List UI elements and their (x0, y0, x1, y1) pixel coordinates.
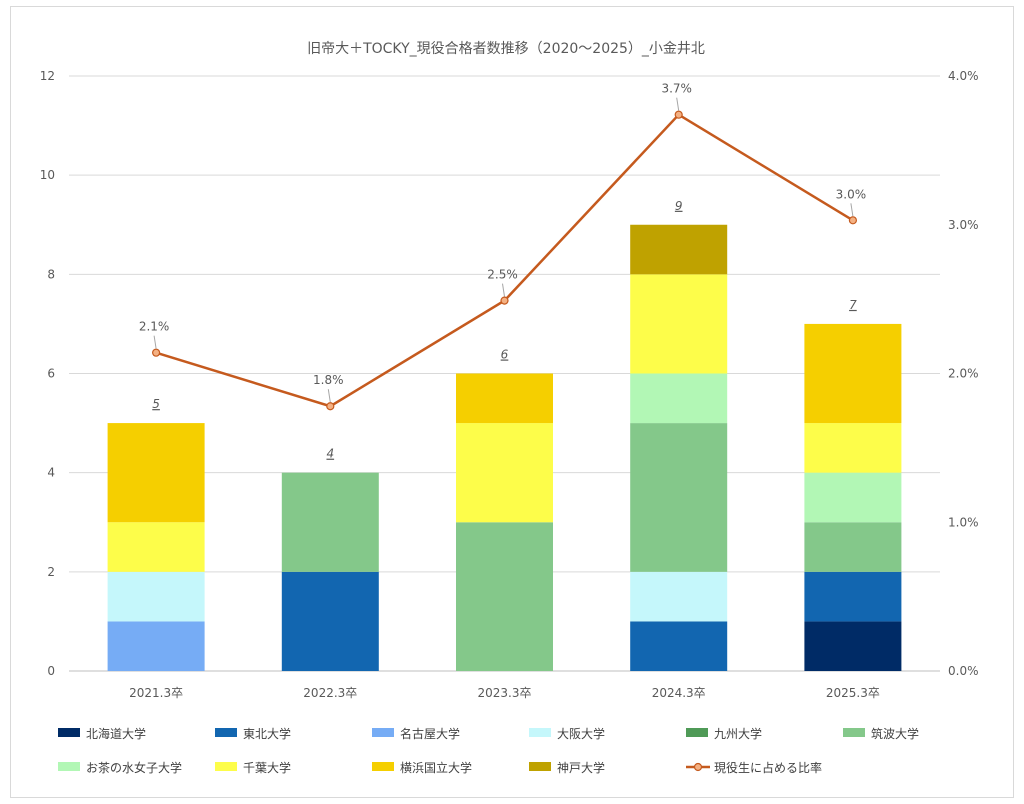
legend-swatch (529, 728, 551, 737)
bar-segment (804, 472, 902, 523)
data-labels: 5 4 6 9 7 2.1% 1.8% 2.5% 3.7% 3.0% (139, 82, 866, 461)
y-tick-label: 4 (47, 466, 55, 480)
bar-total-label: 9 (675, 199, 683, 213)
y2-tick-label: 4.0% (948, 69, 979, 83)
legend-label: 名古屋大学 (400, 726, 460, 741)
y-tick-label: 2 (47, 565, 55, 579)
bar-segment (456, 373, 553, 424)
legend-swatch (58, 728, 80, 737)
legend-label: 筑波大学 (871, 726, 919, 741)
ratio-point (848, 216, 858, 225)
x-tick-label: 2024.3卒 (652, 686, 706, 700)
y-tick-label: 6 (47, 367, 55, 381)
bar-segment (630, 373, 728, 424)
legend-label: 東北大学 (243, 726, 291, 741)
legend-label: お茶の水女子大学 (86, 760, 182, 775)
leader-line (676, 97, 680, 111)
bar-segment (107, 571, 205, 622)
x-tick-label: 2025.3卒 (826, 686, 880, 700)
bar-segment (107, 423, 205, 523)
ratio-label: 3.7% (661, 82, 692, 96)
ratio-label: 3.0% (836, 187, 867, 201)
ratio-line-path (155, 113, 854, 408)
bar-total-label: 7 (849, 298, 857, 312)
leader-line (502, 283, 505, 297)
legend-swatch (529, 762, 551, 771)
bar-segment (804, 571, 902, 622)
chart-frame: 旧帝大＋TOCKY_現役合格者数推移（2020～2025）_小金井北 0 2 4 6 8… (10, 6, 1014, 798)
legend-swatch (372, 762, 394, 771)
y2-tick-label: 3.0% (948, 218, 979, 232)
bar-segment (107, 621, 205, 671)
bars (107, 224, 902, 671)
axes: 0 2 4 6 8 10 12 0.0% 1.0% 2.0% 3.0% 4.0% 2021.3卒 2022… (40, 69, 979, 700)
bar-segment (107, 522, 205, 572)
bar-segment (804, 621, 902, 671)
x-tick-label: 2022.3卒 (303, 686, 357, 700)
legend-label: 九州大学 (714, 726, 762, 741)
bar-segment (281, 571, 379, 671)
leader-line (850, 203, 854, 217)
legend-swatch (686, 728, 708, 737)
legend-line-marker (693, 762, 703, 772)
bar-segment (630, 274, 728, 374)
y-tick-label: 10 (40, 168, 55, 182)
legend-label: 現役生に占める比率 (714, 760, 822, 775)
leader-line (153, 335, 157, 349)
bar-segment (630, 621, 728, 671)
legend-label: 神戸大学 (557, 760, 605, 775)
bar-total-label: 4 (326, 447, 334, 461)
bar-segment (456, 423, 553, 523)
bar-segment (456, 522, 553, 671)
ratio-point (674, 110, 683, 119)
ratio-label: 2.1% (139, 320, 170, 334)
y2-tick-label: 2.0% (948, 367, 979, 381)
chart-title: 旧帝大＋TOCKY_現役合格者数推移（2020～2025）_小金井北 (307, 41, 705, 57)
bar-segment (804, 522, 902, 572)
y-tick-label: 0 (47, 664, 55, 678)
legend-swatch (215, 728, 237, 737)
x-tick-label: 2023.3卒 (478, 686, 532, 700)
leader-line (327, 389, 331, 403)
ratio-label: 1.8% (313, 373, 344, 387)
bar-total-label: 6 (501, 348, 509, 362)
legend-label: 千葉大学 (243, 760, 291, 775)
ratio-label: 2.5% (487, 268, 518, 282)
legend-label: 北海道大学 (86, 726, 146, 741)
bar-segment (804, 423, 902, 473)
bar-total-label: 5 (152, 397, 160, 411)
bar-segment (804, 323, 902, 424)
y-tick-label: 8 (47, 267, 55, 281)
legend-swatch (58, 762, 80, 771)
legend-swatch (843, 728, 865, 737)
legend-swatch (372, 728, 394, 737)
legend-label: 横浜国立大学 (400, 760, 472, 775)
ratio-point (500, 296, 509, 305)
bar-segment (630, 224, 728, 275)
x-tick-label: 2021.3卒 (129, 686, 183, 700)
stacked-bar-line-chart: 旧帝大＋TOCKY_現役合格者数推移（2020～2025）_小金井北 0 2 4 6 8… (40, 41, 979, 775)
y-tick-label: 12 (40, 69, 55, 83)
legend-label: 大阪大学 (557, 726, 605, 741)
legend-swatch (215, 762, 237, 771)
y2-tick-label: 0.0% (948, 664, 979, 678)
y2-tick-label: 1.0% (948, 515, 979, 529)
ratio-line (152, 97, 858, 411)
bar-segment (630, 571, 728, 622)
bar-segment (281, 472, 379, 572)
ratio-point (152, 348, 161, 357)
ratio-point (326, 402, 335, 411)
bar-segment (630, 423, 728, 572)
